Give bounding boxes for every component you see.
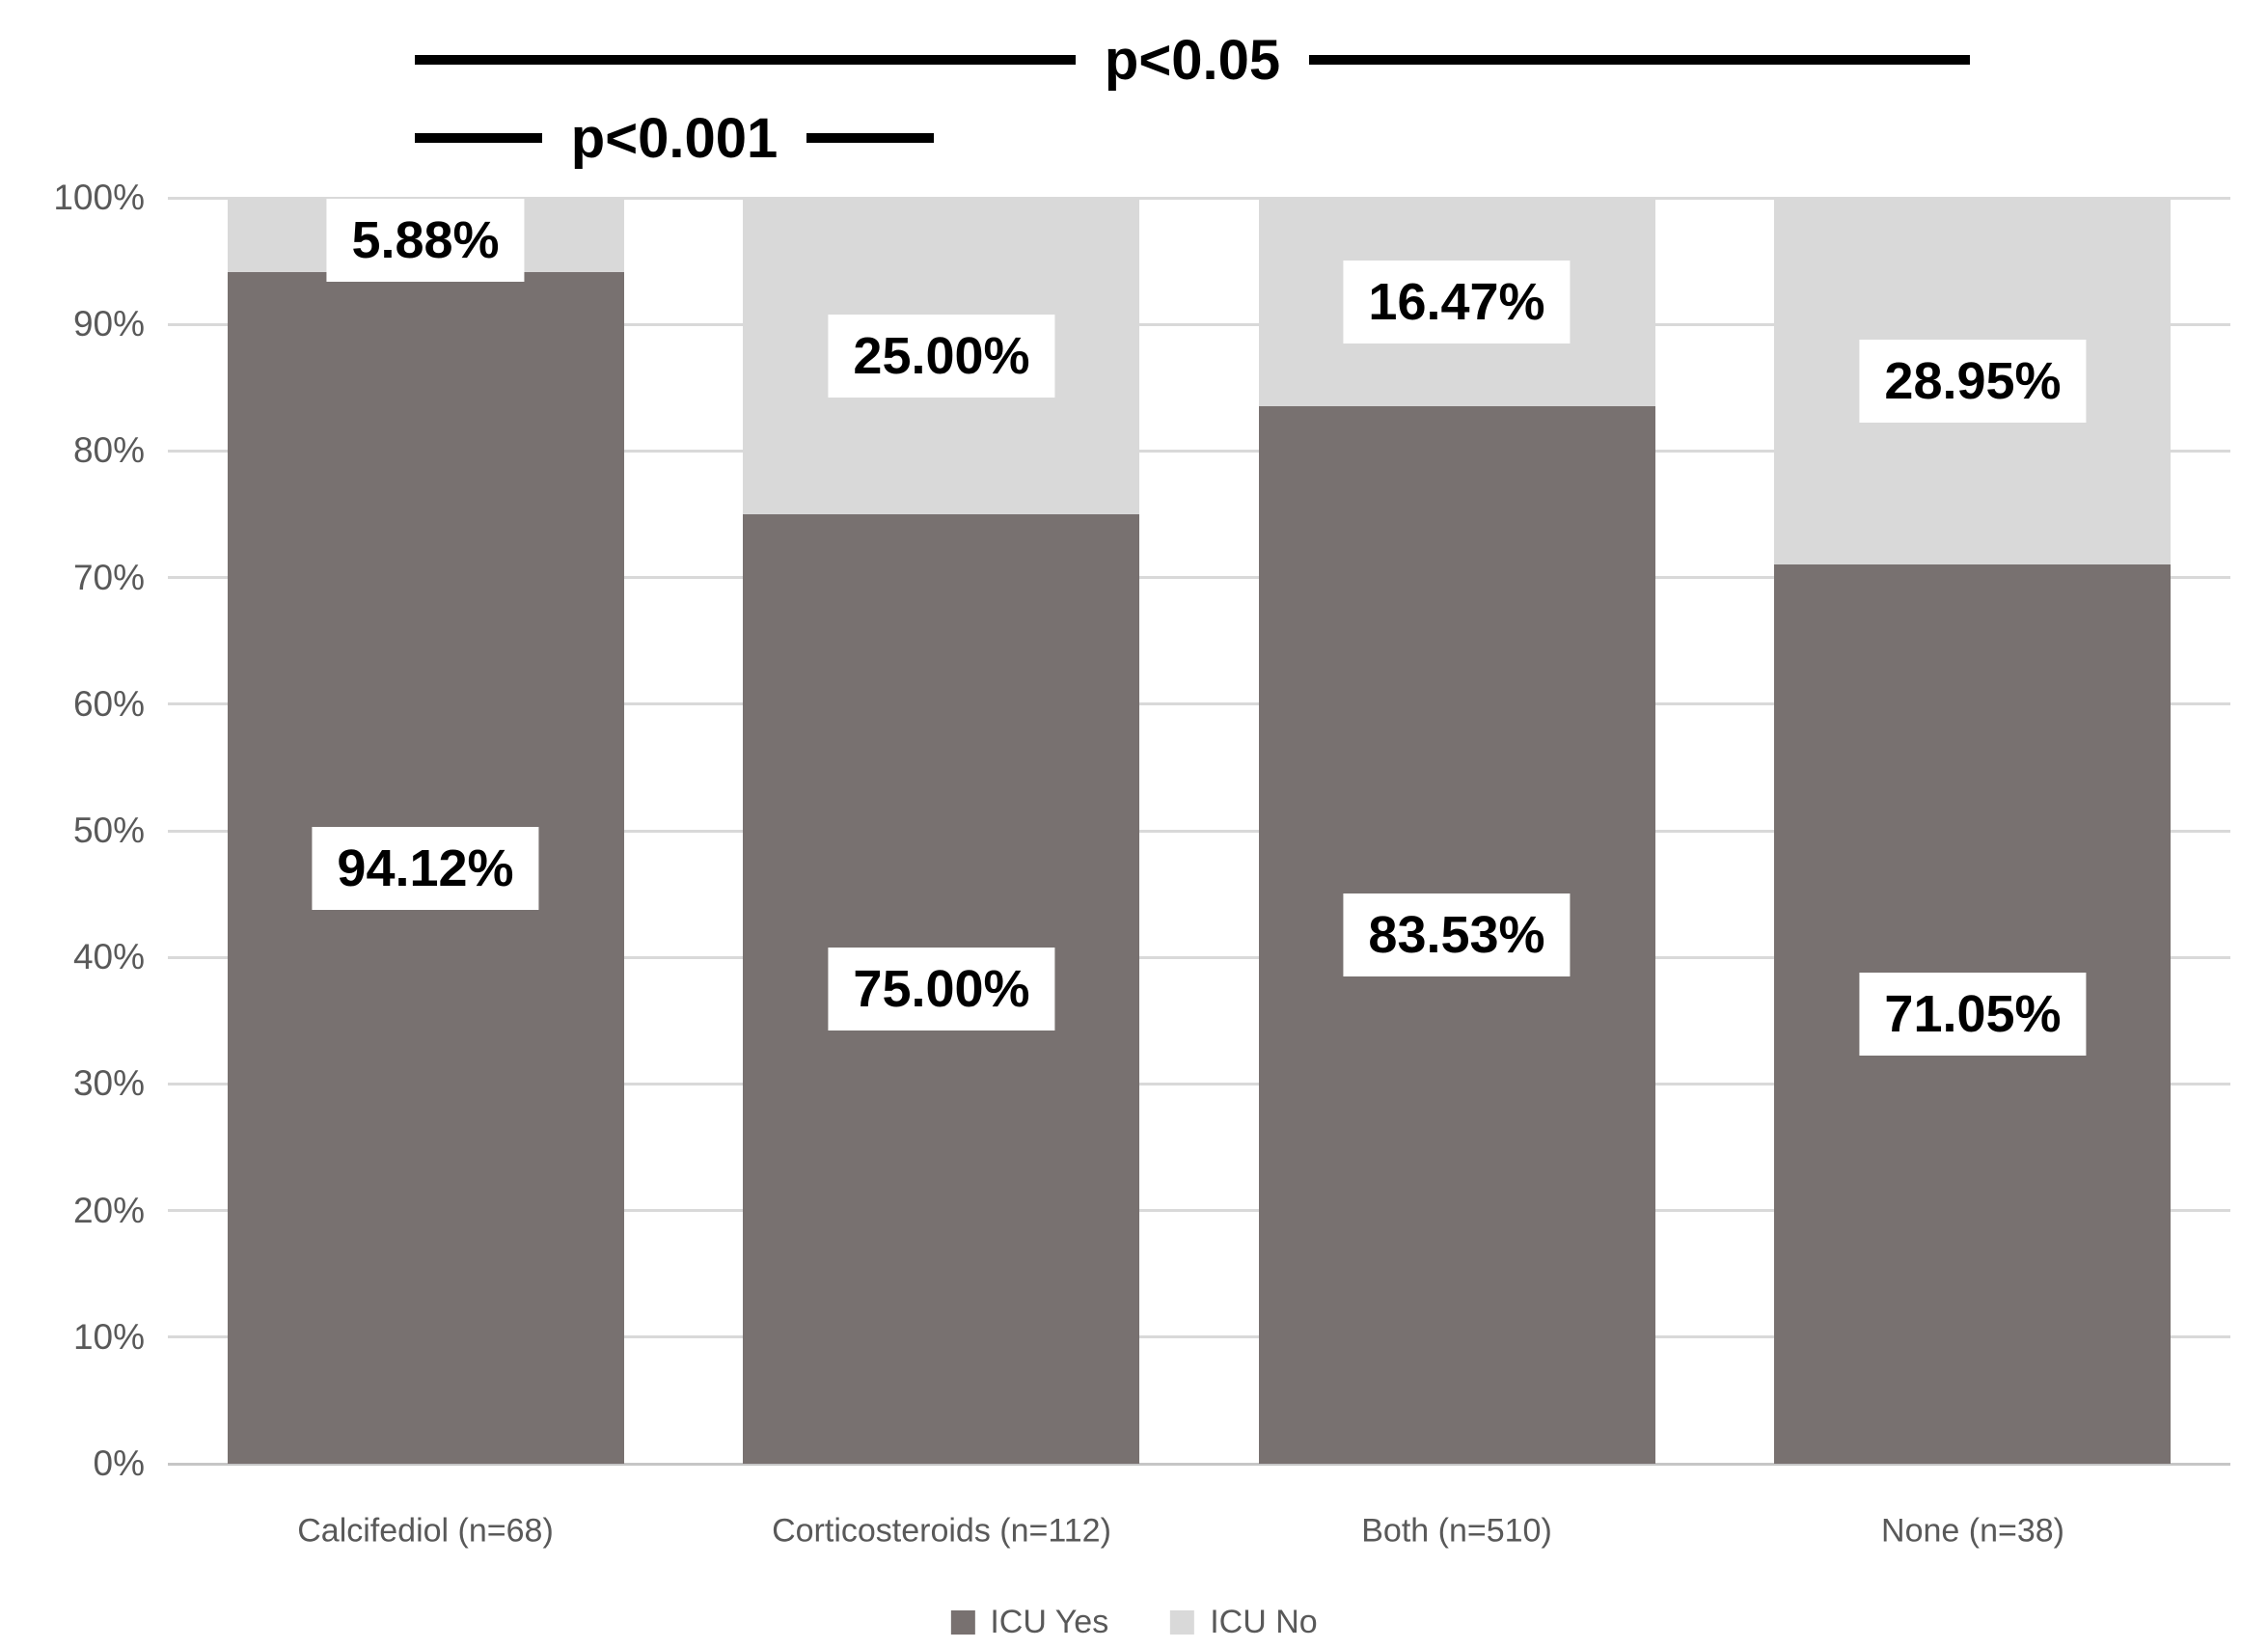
data-label-icu-yes-3: 83.53% xyxy=(1343,893,1571,976)
legend-swatch-icu-yes xyxy=(950,1610,975,1635)
gridline-90% xyxy=(168,323,2230,326)
category-label-2: Corticosteroids (n=112) xyxy=(772,1512,1111,1550)
p-value-label: p<0.05 xyxy=(1104,28,1281,92)
legend: ICU Yes ICU No xyxy=(950,1604,1318,1641)
y-tick-label-50%: 50% xyxy=(72,811,145,850)
p-value-annotation-1: p<0.05 xyxy=(415,21,1970,98)
gridline-40% xyxy=(168,956,2230,959)
data-label-icu-no-1: 5.88% xyxy=(326,199,525,282)
y-tick-label-30%: 30% xyxy=(72,1063,145,1103)
y-tick-label-10%: 10% xyxy=(72,1317,145,1357)
y-tick-label-70%: 70% xyxy=(72,558,145,597)
y-tick-label-40%: 40% xyxy=(72,937,145,976)
y-tick-label-0%: 0% xyxy=(93,1443,145,1483)
significance-line-right xyxy=(806,133,935,143)
y-tick-label-60%: 60% xyxy=(72,684,145,724)
y-tick-label-80%: 80% xyxy=(72,430,145,470)
category-label-1: Calcifediol (n=68) xyxy=(297,1512,554,1550)
category-label-3: Both (n=510) xyxy=(1361,1512,1552,1550)
legend-label-icu-yes: ICU Yes xyxy=(990,1604,1109,1640)
significance-line-left xyxy=(415,133,542,143)
gridline-100% xyxy=(168,197,2230,200)
p-value-annotation-2: p<0.001 xyxy=(415,99,935,177)
data-label-icu-yes-4: 71.05% xyxy=(1859,973,2087,1056)
data-label-icu-yes-2: 75.00% xyxy=(828,948,1055,1031)
significance-line-right xyxy=(1309,55,1970,65)
p-value-label: p<0.001 xyxy=(570,106,779,170)
category-label-4: None (n=38) xyxy=(1881,1512,2064,1550)
y-tick-label-20%: 20% xyxy=(72,1191,145,1230)
gridline-20% xyxy=(168,1209,2230,1212)
legend-item-icu-no: ICU No xyxy=(1170,1604,1318,1641)
legend-item-icu-yes: ICU Yes xyxy=(950,1604,1108,1641)
gridline-50% xyxy=(168,830,2230,833)
gridline-0% xyxy=(168,1463,2230,1466)
gridline-30% xyxy=(168,1083,2230,1086)
data-label-icu-yes-1: 94.12% xyxy=(312,827,539,910)
gridline-60% xyxy=(168,702,2230,705)
data-label-icu-no-4: 28.95% xyxy=(1859,340,2087,423)
gridline-80% xyxy=(168,450,2230,453)
gridline-70% xyxy=(168,576,2230,579)
data-label-icu-no-3: 16.47% xyxy=(1343,261,1571,344)
data-label-icu-no-2: 25.00% xyxy=(828,315,1055,398)
legend-label-icu-no: ICU No xyxy=(1210,1604,1318,1640)
y-tick-label-100%: 100% xyxy=(53,178,145,217)
y-tick-label-90%: 90% xyxy=(72,304,145,344)
significance-line-left xyxy=(415,55,1076,65)
gridline-10% xyxy=(168,1335,2230,1338)
legend-swatch-icu-no xyxy=(1170,1610,1195,1635)
